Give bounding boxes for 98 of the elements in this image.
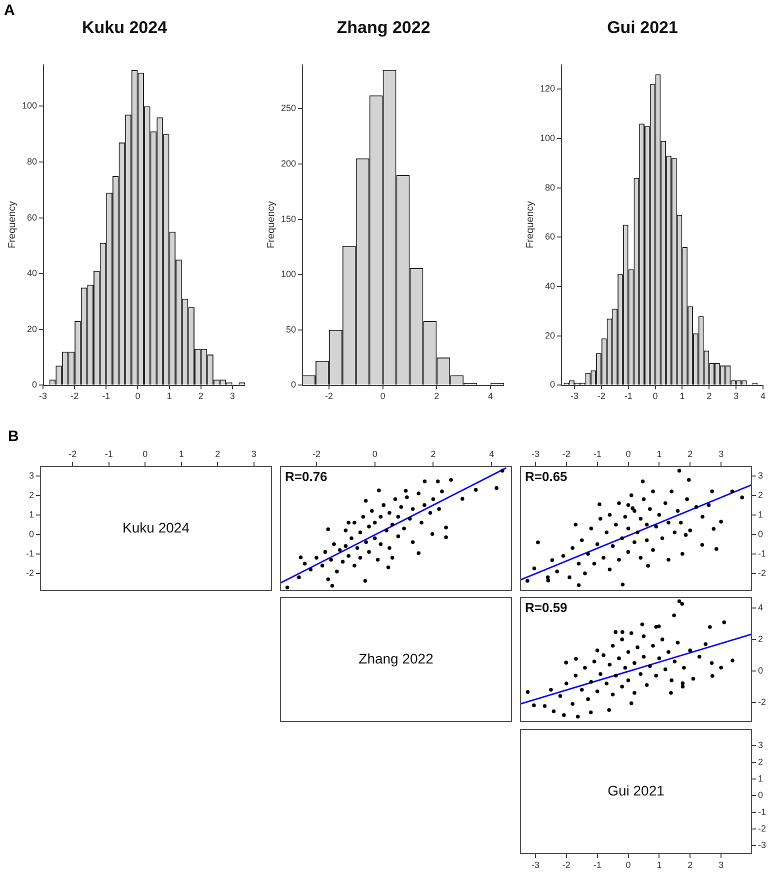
x-tick-label: 3 — [718, 449, 724, 460]
x-tick-label: 2 — [688, 449, 693, 460]
x-tick-label: 1 — [656, 860, 662, 870]
y-tick-label: 4 — [758, 602, 764, 612]
y-axis-title: Frequency — [266, 201, 277, 248]
y-tick-label: 0 — [32, 380, 38, 390]
x-tick-label: 3 — [734, 391, 739, 402]
y-tick-label: 150 — [280, 214, 296, 224]
y-tick-label: 250 — [280, 103, 296, 114]
x-tick-label: -2 — [312, 449, 320, 460]
y-tick-label: -1 — [758, 548, 766, 558]
x-tick-label: -2 — [562, 860, 570, 870]
x-tick-label: -2 — [70, 391, 79, 402]
y-tick-label: -2 — [758, 823, 766, 834]
y-axis-title: Frequency — [6, 201, 18, 248]
y-tick-label: 0 — [758, 790, 764, 800]
x-tick-label: 3 — [251, 449, 256, 460]
annotation: R=0.65 — [525, 469, 568, 484]
annotation: R=0.76 — [285, 469, 328, 484]
x-tick-label: -1 — [102, 391, 110, 402]
y-tick-label: -2 — [758, 568, 766, 578]
x-tick-label: -2 — [597, 391, 606, 402]
y-tick-label: 0 — [758, 528, 764, 539]
x-tick-label: 1 — [166, 391, 172, 402]
y-tick-label: 100 — [540, 132, 556, 143]
y-tick-label: 120 — [540, 84, 556, 94]
y-tick-label: 0 — [291, 380, 296, 390]
x-tick-label: -3 — [531, 860, 540, 870]
x-tick-label: 2 — [430, 449, 436, 460]
chart-title: Kuku 2024 — [82, 18, 168, 37]
y-tick-label: 100 — [280, 269, 296, 280]
text: B — [8, 428, 19, 445]
x-tick-label: 2 — [198, 391, 204, 402]
y-tick-label: 2 — [758, 634, 764, 644]
chart-title: Zhang 2022 — [336, 18, 430, 37]
x-tick-label: -2 — [324, 391, 333, 402]
x-tick-label: 3 — [718, 860, 724, 870]
x-tick-label: -1 — [104, 449, 113, 460]
y-tick-label: -2 — [758, 696, 766, 707]
y-tick-label: 80 — [27, 156, 38, 167]
y-tick-label: 3 — [28, 470, 34, 480]
x-tick-label: -2 — [562, 449, 570, 460]
y-tick-label: 1 — [28, 509, 34, 520]
y-tick-label: -1 — [758, 806, 766, 817]
x-tick-label: 2 — [434, 391, 440, 402]
y-tick-label: 3 — [758, 470, 764, 480]
y-tick-label: 1 — [758, 773, 764, 784]
y-tick-label: 0 — [550, 380, 556, 390]
y-tick-label: 2 — [758, 756, 764, 767]
y-tick-label: 60 — [27, 212, 38, 222]
x-tick-label: -1 — [593, 449, 602, 460]
y-tick-label: -3 — [758, 840, 766, 850]
x-tick-label: -3 — [531, 449, 540, 460]
text: Zhang 2022 — [358, 650, 434, 666]
x-tick-label: 2 — [688, 860, 693, 870]
y-tick-label: 0 — [758, 665, 764, 676]
y-tick-label: 2 — [28, 490, 34, 500]
x-tick-label: 4 — [488, 391, 494, 402]
x-tick-label: 3 — [230, 391, 235, 402]
x-tick-label: -2 — [68, 449, 77, 460]
x-tick-label: 0 — [626, 449, 631, 460]
x-tick-label: 0 — [372, 449, 378, 460]
y-tick-label: 50 — [286, 324, 296, 334]
x-tick-label: 2 — [215, 449, 220, 460]
y-tick-label: 60 — [545, 232, 556, 242]
y-axis-title: Frequency — [524, 201, 536, 248]
x-tick-label: 1 — [178, 449, 184, 460]
x-tick-label: 0 — [626, 860, 631, 870]
y-tick-label: 3 — [758, 740, 764, 750]
x-tick-label: 4 — [489, 449, 494, 460]
y-tick-label: 80 — [545, 182, 556, 192]
y-tick-label: 20 — [27, 324, 38, 334]
x-tick-label: 1 — [656, 449, 662, 460]
y-tick-label: 1 — [758, 509, 764, 520]
y-tick-label: 40 — [27, 268, 38, 278]
annotation: R=0.59 — [525, 600, 568, 616]
x-tick-label: 0 — [135, 391, 140, 402]
y-tick-label: 200 — [280, 158, 296, 168]
x-tick-label: 0 — [142, 449, 148, 460]
x-tick-label: -3 — [570, 391, 578, 402]
x-tick-label: -1 — [593, 860, 602, 870]
chart-title: Gui 2021 — [607, 18, 678, 37]
y-tick-label: -1 — [26, 548, 34, 558]
x-tick-label: 0 — [380, 391, 386, 402]
text: Gui 2021 — [608, 782, 665, 798]
x-tick-label: -1 — [624, 391, 632, 402]
y-tick-label: 40 — [545, 280, 556, 291]
y-tick-label: 20 — [545, 330, 556, 340]
y-tick-label: -2 — [26, 568, 34, 578]
text: A — [4, 2, 15, 19]
x-tick-label: 0 — [652, 391, 658, 402]
text: Kuku 2024 — [122, 519, 190, 536]
y-tick-label: 2 — [758, 490, 764, 500]
y-tick-label: 0 — [28, 528, 34, 539]
x-tick-label: 2 — [706, 391, 712, 402]
x-tick-label: -3 — [39, 391, 48, 402]
x-tick-label: 1 — [680, 391, 685, 402]
y-tick-label: 100 — [22, 100, 38, 111]
